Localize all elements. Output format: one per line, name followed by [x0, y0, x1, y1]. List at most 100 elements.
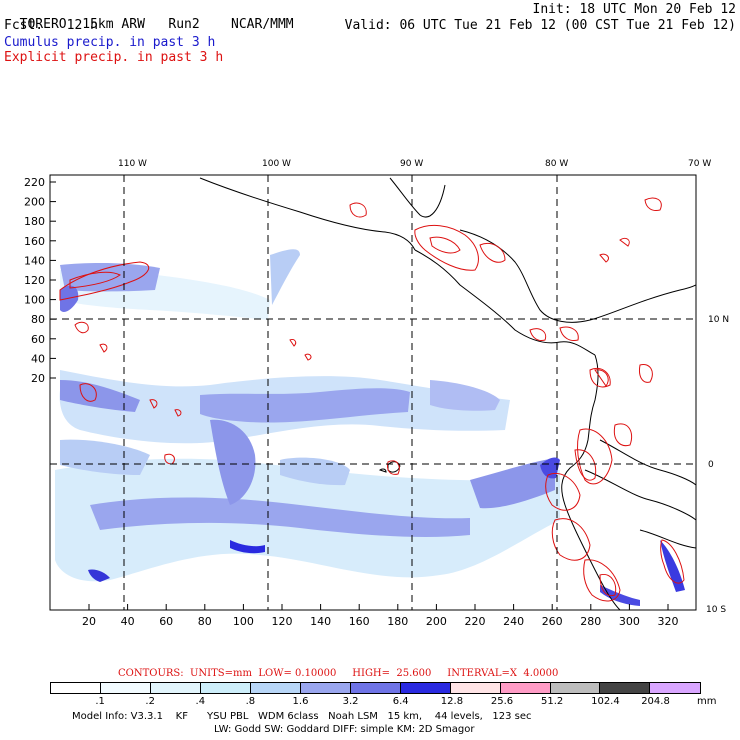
precip-streak-6: [470, 458, 555, 509]
contour-ne-3: [599, 253, 609, 263]
contour-ecuador-2: [551, 518, 591, 561]
y-axis-ticks: 220 200 180 160 140 120 100 80 60 40 20: [24, 176, 56, 385]
contour-ca-4: [479, 243, 506, 263]
galapagos-2: [378, 468, 387, 473]
contour-gal-1: [387, 460, 400, 475]
lon-label-100w: 100 W: [262, 159, 291, 169]
contour-nw-3: [74, 321, 89, 334]
colorbar-label: .2: [145, 696, 155, 707]
colorbar-label: 51.2: [541, 696, 564, 707]
y-tick-label: 40: [31, 352, 45, 365]
precip-streak-3: [210, 419, 256, 505]
precip-fields: [55, 249, 685, 606]
lon-label-110w: 110 W: [118, 159, 147, 169]
andes-border-2: [584, 469, 696, 521]
model-resolution: 15km ARW: [82, 17, 145, 32]
forecast-hour: Fcst. 12 h: [4, 18, 98, 33]
contour-e-3: [594, 369, 609, 387]
y-tick-label: 100: [24, 294, 45, 307]
model-info: Model Info: V3.3.1 KF YSU PBL WDM 6class…: [72, 711, 532, 722]
colorbar-swatch: [250, 683, 301, 693]
x-tick-label: 140: [310, 615, 331, 628]
lon-label-80w: 80 W: [545, 159, 568, 169]
colorbar-label: .8: [245, 696, 256, 707]
x-tick-label: 220: [465, 615, 486, 628]
model-run: Run2: [168, 17, 200, 32]
contour-ca-1: [414, 224, 479, 271]
colorbar-swatch: [550, 683, 601, 693]
precip-streak-5: [60, 263, 160, 292]
y-tick-label: 200: [24, 196, 45, 209]
explicit-legend: Explicit precip. in past 3 h: [4, 50, 224, 65]
contour-n-3: [149, 399, 158, 409]
colorbar-swatch: [400, 683, 451, 693]
x-tick-label: 20: [82, 615, 96, 628]
colorbar-label: .4: [195, 696, 206, 707]
contour-colombia-3: [574, 449, 597, 481]
colorbar-swatch: [350, 683, 401, 693]
coastlines: [199, 177, 696, 610]
physics-info: LW: Godd SW: Goddard DIFF: simple KM: 2D…: [214, 724, 475, 735]
y-tick-label: 80: [31, 313, 45, 326]
precip-core-2: [88, 569, 110, 582]
precip-streak-7: [430, 380, 500, 411]
contour-ca-3: [349, 202, 367, 218]
colorbar-swatch: [51, 683, 101, 693]
model-org: NCAR/MMM: [231, 17, 294, 32]
colorbar-label: 1.6: [292, 696, 309, 707]
contour-n-2: [304, 353, 312, 361]
cumulus-legend: Cumulus precip. in past 3 h: [4, 35, 216, 50]
colorbar-swatch: [300, 683, 351, 693]
colorbar-labels: .1 .2 .4 .8 1.6 3.2 6.4 12.8 25.6 51.2 102.4 204.8: [0, 696, 740, 708]
precip-streak-9: [280, 457, 350, 486]
y-tick-label: 220: [24, 176, 45, 189]
fcst-label: Fcst.: [4, 18, 44, 33]
x-tick-label: 60: [159, 615, 173, 628]
colorbar-swatch: [450, 683, 501, 693]
colorbar-unit: mm: [697, 696, 717, 707]
x-axis-ticks: 20 40 60 80 100 120 140 160 180 200 220 240 260 280 30…: [82, 604, 679, 628]
contour-nw-1: [59, 261, 150, 301]
contour-nw-4: [99, 343, 108, 353]
y-tick-label: 140: [24, 254, 45, 267]
y-tick-label: 160: [24, 235, 45, 248]
x-tick-label: 100: [233, 615, 254, 628]
x-tick-label: 320: [658, 615, 679, 628]
precip-west-mid: [60, 439, 150, 475]
y-tick-label: 120: [24, 274, 45, 287]
contour-n-1: [289, 339, 297, 347]
model-name: TORERO: [19, 17, 67, 32]
yucatan-coast: [389, 177, 446, 218]
colorbar-label: 25.6: [490, 696, 514, 707]
lon-label-70w: 70 W: [688, 159, 711, 169]
lat-label-10n: 10 N: [708, 315, 729, 325]
init-time: Init: 18 UTC Mon 20 Feb 12: [532, 2, 737, 17]
x-tick-label: 180: [387, 615, 408, 628]
contour-n-4: [174, 409, 182, 417]
contour-ne-1: [644, 197, 662, 211]
precip-streak-1: [90, 497, 470, 538]
colorbar-label: 12.8: [440, 696, 464, 707]
contour-peru-2: [599, 573, 617, 597]
contour-e-1: [613, 423, 633, 447]
precip-streak-8: [270, 249, 300, 305]
colorbar-label: 204.8: [641, 696, 670, 707]
contour-pan-1: [559, 326, 579, 341]
precip-streak-2: [200, 388, 410, 423]
central-america-coast: [414, 249, 596, 356]
y-tick-label: 180: [24, 215, 45, 228]
contour-nw-5: [79, 383, 97, 402]
precip-core-5: [60, 285, 79, 312]
colorbar-label: .1: [95, 696, 105, 707]
contour-peru-1: [583, 559, 621, 602]
precip-core-4: [660, 540, 685, 592]
contour-se-1: [660, 539, 685, 584]
peru-border: [639, 529, 696, 549]
valid-time: Valid: 06 UTC Tue 21 Feb 12 (00 CST Tue …: [344, 18, 736, 33]
x-tick-label: 240: [503, 615, 524, 628]
precip-core-6: [600, 585, 640, 606]
contour-colombia-2: [577, 428, 613, 485]
x-tick-label: 40: [121, 615, 135, 628]
contour-pan-2: [529, 328, 547, 341]
